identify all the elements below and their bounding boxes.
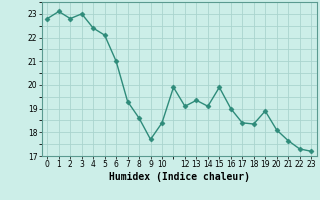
X-axis label: Humidex (Indice chaleur): Humidex (Indice chaleur) (109, 172, 250, 182)
